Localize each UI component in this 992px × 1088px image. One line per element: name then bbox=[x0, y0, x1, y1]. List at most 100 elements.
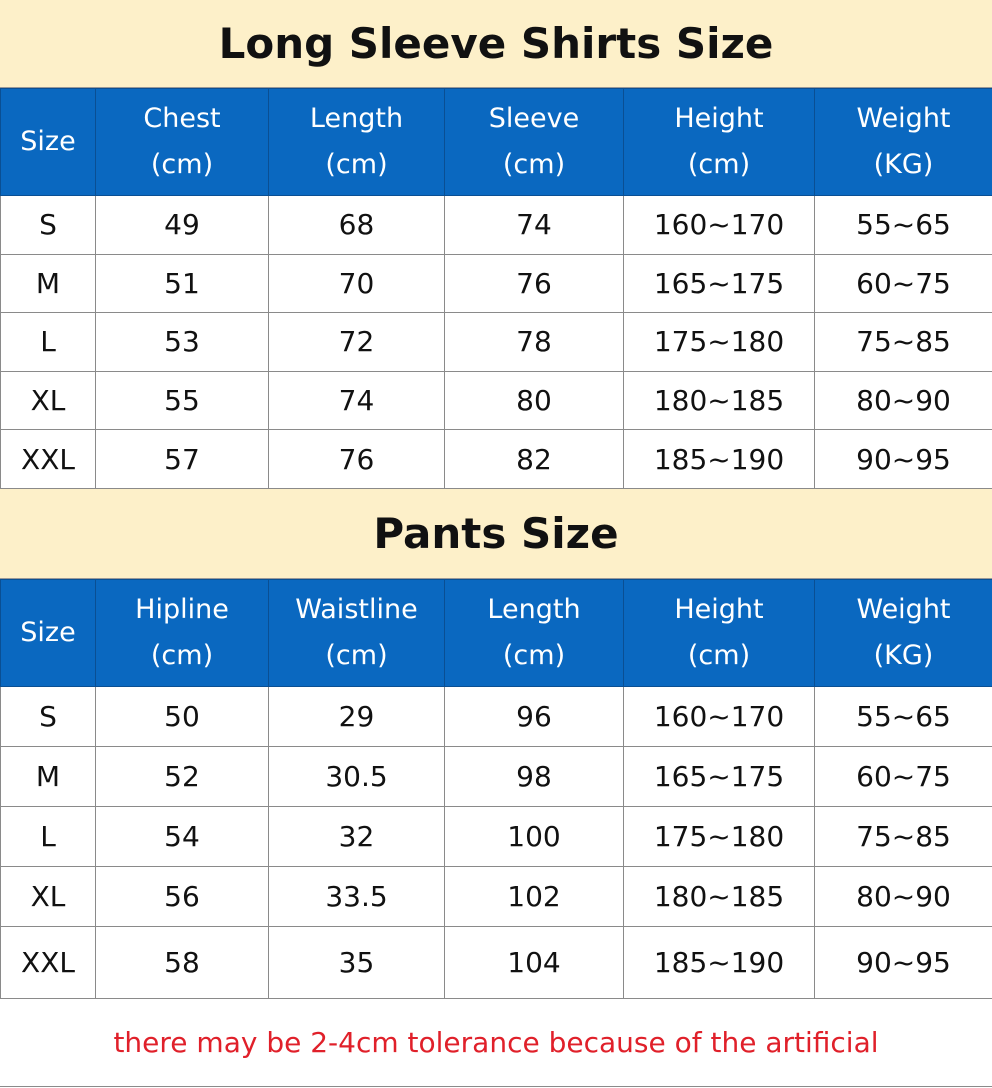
header-line: Height bbox=[674, 593, 764, 625]
header-line: (cm) bbox=[150, 149, 214, 180]
table-cell: L bbox=[0, 312, 96, 372]
table-cell: XXL bbox=[0, 925, 96, 999]
table-row: M 51 70 76 165~175 60~75 bbox=[0, 253, 992, 314]
table-cell: 29 bbox=[268, 685, 445, 747]
table-cell: 75~85 bbox=[814, 312, 992, 372]
table-row: L 53 72 78 175~180 75~85 bbox=[0, 312, 992, 372]
header-line: (cm) bbox=[687, 149, 751, 180]
pants-size-table: Size Hipline (cm) Waistline (cm) Length (cm) He… bbox=[0, 578, 992, 999]
table-row: XXL 57 76 82 185~190 90~95 bbox=[0, 429, 992, 489]
column-header: Size bbox=[0, 578, 96, 687]
table-cell: 56 bbox=[95, 865, 269, 927]
header-line: (cm) bbox=[502, 639, 566, 671]
table-cell: M bbox=[0, 253, 96, 314]
table-cell: S bbox=[0, 685, 96, 747]
header-line: Weight bbox=[856, 593, 951, 625]
table-cell: 102 bbox=[444, 865, 624, 927]
table-cell: 55~65 bbox=[814, 685, 992, 747]
column-header: Chest (cm) bbox=[95, 88, 269, 196]
column-header: Sleeve (cm) bbox=[444, 88, 624, 196]
table-cell: 165~175 bbox=[623, 253, 815, 314]
tolerance-note: there may be 2-4cm tolerance because of … bbox=[0, 999, 992, 1087]
table-cell: 175~180 bbox=[623, 312, 815, 372]
table-cell: 96 bbox=[444, 685, 624, 747]
table-row: S 49 68 74 160~170 55~65 bbox=[0, 195, 992, 255]
table-cell: 78 bbox=[444, 312, 624, 372]
table-cell: 76 bbox=[268, 429, 445, 489]
table-cell: 58 bbox=[95, 925, 269, 999]
table-cell: 52 bbox=[95, 745, 269, 807]
table-cell: 180~185 bbox=[623, 370, 815, 431]
header-line: Hipline bbox=[135, 593, 229, 625]
header-line: (cm) bbox=[325, 149, 388, 180]
table-cell: 80~90 bbox=[814, 370, 992, 431]
table-cell: 57 bbox=[95, 429, 269, 489]
header-line: Waistline bbox=[295, 593, 418, 625]
table-row: XL 56 33.5 102 180~185 80~90 bbox=[0, 865, 992, 927]
column-header: Length (cm) bbox=[268, 88, 445, 196]
header-line: (KG) bbox=[873, 149, 934, 180]
column-header: Hipline (cm) bbox=[95, 578, 269, 687]
header-line: (cm) bbox=[325, 639, 388, 671]
table-cell: 70 bbox=[268, 253, 445, 314]
table-cell: 68 bbox=[268, 195, 445, 255]
table-cell: XL bbox=[0, 865, 96, 927]
column-header: Height (cm) bbox=[623, 88, 815, 196]
table-cell: 165~175 bbox=[623, 745, 815, 807]
header-row: Size Hipline (cm) Waistline (cm) Length (cm) He… bbox=[0, 578, 992, 687]
header-line: Length bbox=[487, 593, 581, 625]
shirts-size-table: Size Chest (cm) Length (cm) Sleeve (cm) Height (… bbox=[0, 88, 992, 489]
header-line: Sleeve bbox=[488, 103, 580, 134]
table-cell: 55~65 bbox=[814, 195, 992, 255]
table-row: M 52 30.5 98 165~175 60~75 bbox=[0, 745, 992, 807]
header-line: Size bbox=[20, 126, 76, 157]
column-header: Length (cm) bbox=[444, 578, 624, 687]
table-cell: 160~170 bbox=[623, 685, 815, 747]
table-cell: 82 bbox=[444, 429, 624, 489]
table-cell: 90~95 bbox=[814, 429, 992, 489]
table-cell: 49 bbox=[95, 195, 269, 255]
table-cell: S bbox=[0, 195, 96, 255]
table-cell: 60~75 bbox=[814, 745, 992, 807]
table-cell: 185~190 bbox=[623, 429, 815, 489]
column-header: Waistline (cm) bbox=[268, 578, 445, 687]
table-cell: 30.5 bbox=[268, 745, 445, 807]
table-cell: XL bbox=[0, 370, 96, 431]
table-row: L 54 32 100 175~180 75~85 bbox=[0, 805, 992, 867]
table-cell: 53 bbox=[95, 312, 269, 372]
table-cell: 98 bbox=[444, 745, 624, 807]
column-header: Weight (KG) bbox=[814, 578, 992, 687]
header-line: (cm) bbox=[150, 639, 214, 671]
pants-title: Pants Size bbox=[0, 488, 992, 579]
table-cell: 74 bbox=[444, 195, 624, 255]
header-line: (cm) bbox=[687, 639, 751, 671]
table-cell: 74 bbox=[268, 370, 445, 431]
table-cell: L bbox=[0, 805, 96, 867]
table-cell: 90~95 bbox=[814, 925, 992, 999]
table-cell: 35 bbox=[268, 925, 445, 999]
table-row: S 50 29 96 160~170 55~65 bbox=[0, 685, 992, 747]
table-cell: M bbox=[0, 745, 96, 807]
table-cell: 185~190 bbox=[623, 925, 815, 999]
header-line: Size bbox=[20, 616, 76, 648]
table-cell: 55 bbox=[95, 370, 269, 431]
table-cell: 60~75 bbox=[814, 253, 992, 314]
table-cell: 32 bbox=[268, 805, 445, 867]
table-cell: 54 bbox=[95, 805, 269, 867]
table-cell: 50 bbox=[95, 685, 269, 747]
header-line: (cm) bbox=[502, 149, 566, 180]
table-cell: 80 bbox=[444, 370, 624, 431]
header-line: (KG) bbox=[873, 639, 934, 671]
table-cell: 75~85 bbox=[814, 805, 992, 867]
header-line: Length bbox=[309, 103, 404, 134]
table-row: XXL 58 35 104 185~190 90~95 bbox=[0, 925, 992, 999]
table-cell: XXL bbox=[0, 429, 96, 489]
shirts-title: Long Sleeve Shirts Size bbox=[0, 0, 992, 88]
table-cell: 104 bbox=[444, 925, 624, 999]
header-row: Size Chest (cm) Length (cm) Sleeve (cm) Height (… bbox=[0, 88, 992, 196]
column-header: Size bbox=[0, 88, 96, 196]
table-cell: 76 bbox=[444, 253, 624, 314]
table-cell: 100 bbox=[444, 805, 624, 867]
header-line: Chest bbox=[143, 103, 221, 134]
table-row: XL 55 74 80 180~185 80~90 bbox=[0, 370, 992, 431]
